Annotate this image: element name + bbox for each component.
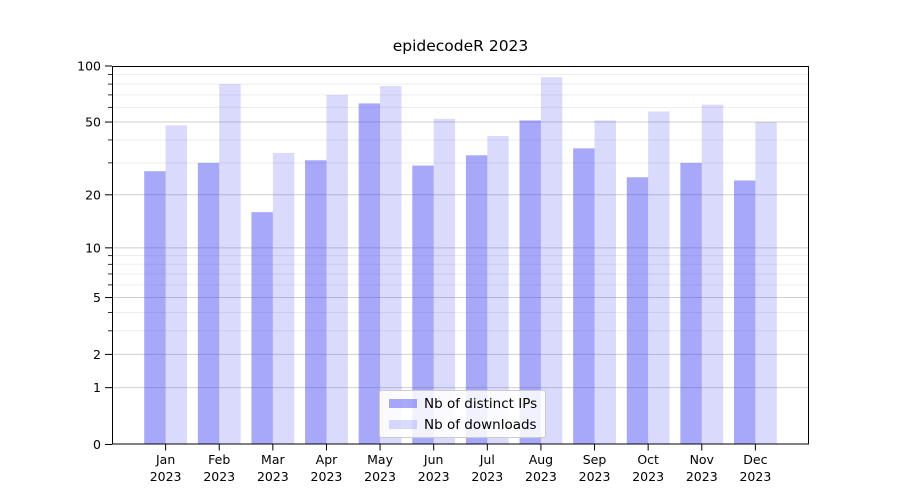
bar-ips-Jan: [144, 171, 166, 445]
legend: Nb of distinct IPs Nb of downloads: [379, 390, 546, 438]
y-tick-label-50: 50: [85, 115, 101, 130]
y-tick-label-0: 0: [93, 437, 101, 452]
x-tick-label-Jun: Jun 2023: [418, 452, 450, 484]
bar-ips-Oct: [626, 177, 649, 445]
plot-frame: [112, 66, 809, 445]
y-tick-label-5: 5: [93, 290, 101, 305]
bar-downloads-Apr: [326, 94, 348, 445]
y-tick-label-10: 10: [85, 240, 101, 255]
x-tick-label-Dec: Dec 2023: [739, 452, 771, 484]
legend-label-ips: Nb of distinct IPs: [424, 395, 538, 412]
legend-swatch-downloads: [389, 420, 417, 429]
bar-ips-Nov: [680, 162, 702, 445]
bar-downloads-May: [380, 86, 402, 445]
bar-downloads-Sep: [594, 120, 616, 445]
bar-ips-Sep: [573, 148, 595, 445]
bar-downloads-Jun: [433, 118, 456, 445]
bar-downloads-Aug: [540, 77, 563, 445]
legend-item-downloads: Nb of downloads: [389, 416, 537, 433]
x-tick-label-Nov: Nov 2023: [686, 452, 718, 484]
bar-downloads-Oct: [648, 111, 670, 445]
bar-downloads-Feb: [219, 84, 241, 445]
x-tick-label-Mar: Mar 2023: [257, 452, 289, 484]
x-tick-label-Aug: Aug 2023: [525, 452, 557, 484]
x-tick-label-May: May 2023: [364, 452, 396, 484]
bar-downloads-Jan: [165, 125, 188, 445]
bar-ips-Dec: [733, 180, 756, 445]
y-tick-label-20: 20: [85, 187, 101, 202]
x-tick-label-Jan: Jan 2023: [150, 452, 182, 484]
bar-ips-Jul: [465, 155, 488, 445]
x-tick-label-Jul: Jul 2023: [471, 452, 503, 484]
legend-item-ips: Nb of distinct IPs: [389, 395, 538, 412]
y-tick-label-100: 100: [77, 59, 101, 74]
bar-ips-Mar: [251, 212, 273, 445]
bar-ips-Feb: [197, 162, 220, 445]
bar-ips-May: [358, 103, 381, 445]
bar-downloads-Nov: [701, 104, 724, 445]
legend-label-downloads: Nb of downloads: [424, 416, 537, 433]
bar-downloads-Mar: [272, 152, 295, 445]
y-tick-label-1: 1: [93, 380, 101, 395]
x-tick-label-Apr: Apr 2023: [311, 452, 343, 484]
x-tick-label-Feb: Feb 2023: [203, 452, 235, 484]
y-tick-label-2: 2: [93, 347, 101, 362]
bar-ips-Apr: [305, 160, 327, 445]
x-tick-label-Sep: Sep 2023: [579, 452, 611, 484]
bar-downloads-Jul: [487, 136, 509, 445]
bar-ips-Aug: [519, 120, 541, 445]
chart-title: epidecodeR 2023: [392, 37, 529, 55]
bar-ips-Jun: [412, 165, 434, 445]
bar-downloads-Dec: [755, 122, 777, 445]
legend-swatch-ips: [389, 399, 417, 408]
x-tick-label-Oct: Oct 2023: [632, 452, 664, 484]
